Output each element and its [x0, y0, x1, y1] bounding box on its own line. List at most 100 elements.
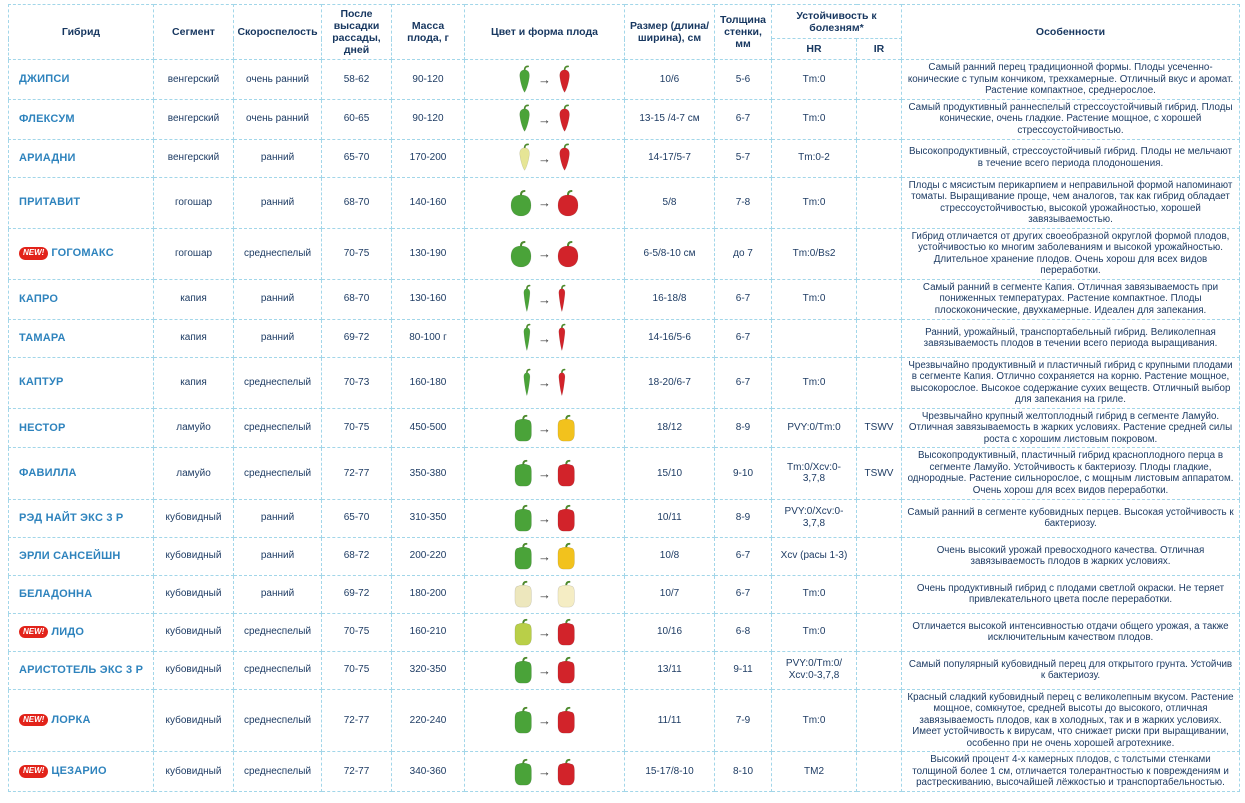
wall-cell: 8-9: [714, 498, 772, 538]
hybrid-name-link[interactable]: ДЖИПСИ: [19, 73, 70, 86]
segment-cell: кубовидный: [153, 650, 234, 690]
hybrid-name-link[interactable]: КАПРО: [19, 292, 59, 305]
hybrid-name-link[interactable]: ТАМАРА: [19, 331, 66, 344]
hybrid-name-link[interactable]: ЦЕЗАРИО: [51, 765, 107, 778]
hybrid-name-link[interactable]: КАПТУР: [19, 376, 64, 389]
pepper-unripe-icon: [510, 240, 532, 268]
column-header-days: После высадки рассады, дней: [321, 3, 392, 61]
ripen-arrow-icon: →: [538, 764, 551, 780]
hybrid-name-link[interactable]: ПРИТАВИТ: [19, 196, 81, 209]
ir-cell: [856, 498, 902, 538]
hybrid-name-link[interactable]: ФЛЕКСУМ: [19, 112, 75, 125]
hybrid-cell: КАПТУР: [8, 356, 154, 409]
hybrid-name-link[interactable]: БЕЛАДОННА: [19, 587, 93, 600]
features-cell: Гибрид отличается от других своеобразной…: [901, 227, 1240, 280]
wall-cell: 6-7: [714, 278, 772, 320]
features-cell: Самый продуктивный раннеспелый стрессоус…: [901, 98, 1240, 140]
hybrid-cell: АРИАДНИ: [8, 138, 154, 178]
table-row: NEW! ЛОРКА кубовидный среднеспелый 72-77 220-…: [8, 688, 1240, 753]
pepper-ripe-icon: [559, 104, 570, 133]
segment-cell: кубовидный: [153, 536, 234, 576]
hybrid-name-link[interactable]: АРИСТОТЕЛЬ ЭКС 3 Р: [19, 663, 144, 676]
fruit-cell: →: [464, 574, 625, 614]
ripening-cell: среднеспелый: [233, 612, 322, 652]
mass-cell: 320-350: [391, 650, 465, 690]
hybrid-cell: NEW! ЛОРКА: [8, 688, 154, 753]
hybrid-name-link[interactable]: АРИАДНИ: [19, 151, 76, 164]
pepper-ripe-icon: [558, 368, 566, 397]
fruit-cell: →: [464, 98, 625, 140]
fruit-cell: →: [464, 356, 625, 409]
ripening-cell: очень ранний: [233, 98, 322, 140]
table-row: NEW! ЦЕЗАРИО кубовидный среднеспелый 72-77 34…: [8, 751, 1240, 792]
ripening-cell: среднеспелый: [233, 227, 322, 280]
wall-cell: 8-9: [714, 407, 772, 449]
hybrid-cell: НЕСТОР: [8, 407, 154, 449]
days-cell: 65-70: [321, 498, 392, 538]
hybrid-name-link[interactable]: РЭД НАЙТ ЭКС 3 Р: [19, 511, 124, 524]
ir-cell: TSWV: [856, 447, 902, 500]
size-cell: 14-16/5-6: [624, 318, 715, 358]
pepper-unripe-icon: [519, 104, 530, 133]
fruit-cell: →: [464, 227, 625, 280]
hr-cell: PVY:0/Tm:0/ Xcv:0-3,7,8: [771, 650, 857, 690]
fruit-cell: →: [464, 176, 625, 229]
fruit-cell: →: [464, 536, 625, 576]
column-header-ir: IR: [856, 38, 902, 61]
days-cell: 60-65: [321, 98, 392, 140]
size-cell: 5/8: [624, 176, 715, 229]
pepper-unripe-icon: [523, 368, 531, 397]
table-row: РЭД НАЙТ ЭКС 3 Р кубовидный ранний 65-70 310…: [8, 498, 1240, 538]
mass-cell: 80-100 г: [391, 318, 465, 358]
ir-cell: [856, 650, 902, 690]
hybrid-name-link[interactable]: ЛОРКА: [51, 713, 91, 726]
mass-cell: 140-160: [391, 176, 465, 229]
days-cell: 70-73: [321, 356, 392, 409]
hybrid-name-link[interactable]: ФАВИЛЛА: [19, 466, 77, 479]
column-header-mass: Масса плода, г: [391, 3, 465, 61]
days-cell: 72-77: [321, 688, 392, 753]
pepper-ripe-icon: [558, 285, 566, 313]
ripening-cell: среднеспелый: [233, 751, 322, 792]
days-cell: 70-75: [321, 612, 392, 652]
pepper-unripe-icon: [523, 285, 531, 313]
days-cell: 65-70: [321, 138, 392, 178]
hybrid-name-link[interactable]: ЭРЛИ САНСЕЙШН: [19, 549, 121, 562]
segment-cell: ламуйо: [153, 407, 234, 449]
column-header-ripening: Скороспелость: [233, 3, 322, 61]
hr-cell: Tm:0: [771, 688, 857, 753]
ir-cell: TSWV: [856, 407, 902, 449]
wall-cell: 6-7: [714, 98, 772, 140]
table-row: КАПТУР капия среднеспелый 70-73 160-180 → 18-2…: [8, 356, 1240, 409]
fruit-cell: →: [464, 612, 625, 652]
wall-cell: 6-7: [714, 536, 772, 576]
pepper-unripe-icon: [519, 65, 530, 93]
ripening-cell: ранний: [233, 498, 322, 538]
features-cell: Высокопродуктивный, пластичный гибрид кр…: [901, 447, 1240, 500]
hybrid-name-link[interactable]: ГОГОМАКС: [51, 247, 114, 260]
size-cell: 13/11: [624, 650, 715, 690]
ripening-cell: ранний: [233, 318, 322, 358]
pepper-ripe-icon: [557, 580, 575, 608]
features-cell: Чрезвычайно крупный желтоплодный гибрид …: [901, 407, 1240, 449]
size-cell: 10/8: [624, 536, 715, 576]
days-cell: 70-75: [321, 227, 392, 280]
ripen-arrow-icon: →: [538, 420, 551, 436]
hr-cell: PVY:0/Xcv:0-3,7,8: [771, 498, 857, 538]
features-cell: Плоды с мясистым перикарпием и неправиль…: [901, 176, 1240, 229]
hr-cell: Tm:0: [771, 278, 857, 320]
segment-cell: капия: [153, 356, 234, 409]
ripening-cell: ранний: [233, 574, 322, 614]
hybrid-name-link[interactable]: НЕСТОР: [19, 421, 66, 434]
pepper-ripe-icon: [557, 240, 579, 268]
hr-cell: Tm:0/Xcv:0-3,7,8: [771, 447, 857, 500]
features-cell: Очень высокий урожай превосходного качес…: [901, 536, 1240, 576]
fruit-cell: →: [464, 407, 625, 449]
ripen-arrow-icon: →: [538, 72, 551, 88]
wall-cell: 6-7: [714, 318, 772, 358]
table-row: АРИАДНИ венгерский ранний 65-70 170-200 → 14-1…: [8, 138, 1240, 178]
pepper-ripe-icon: [557, 758, 575, 786]
hybrid-name-link[interactable]: ЛИДО: [51, 625, 85, 638]
table-row: ФАВИЛЛА ламуйо среднеспелый 72-77 350-380 → 15…: [8, 447, 1240, 500]
wall-cell: 9-11: [714, 650, 772, 690]
